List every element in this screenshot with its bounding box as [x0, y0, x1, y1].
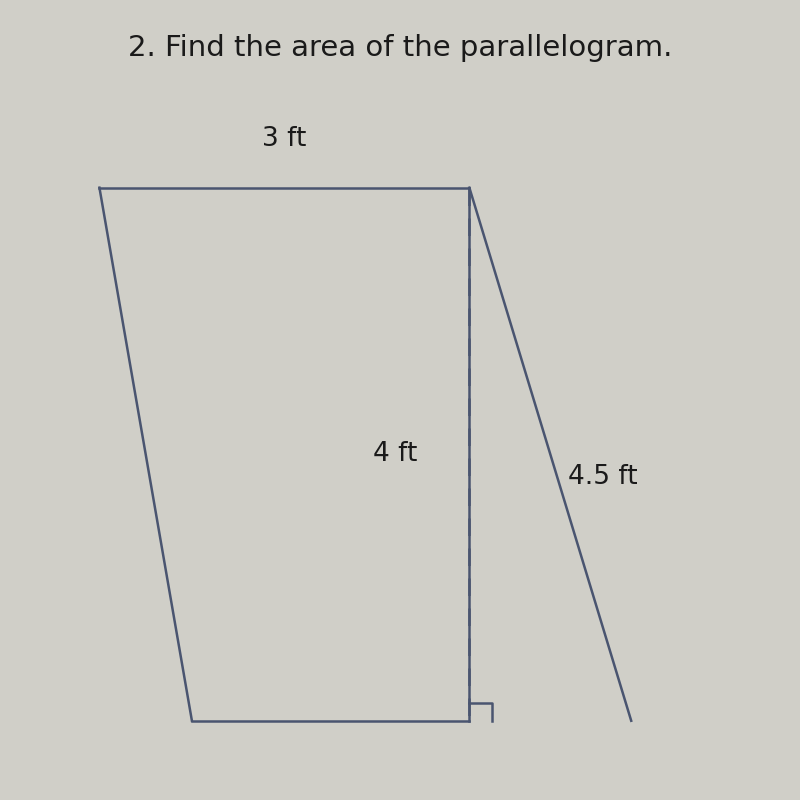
Text: 2. Find the area of the parallelogram.: 2. Find the area of the parallelogram. — [128, 34, 672, 62]
Text: 4 ft: 4 ft — [373, 442, 418, 467]
Text: 4.5 ft: 4.5 ft — [568, 464, 638, 490]
Text: 3 ft: 3 ft — [262, 126, 306, 151]
